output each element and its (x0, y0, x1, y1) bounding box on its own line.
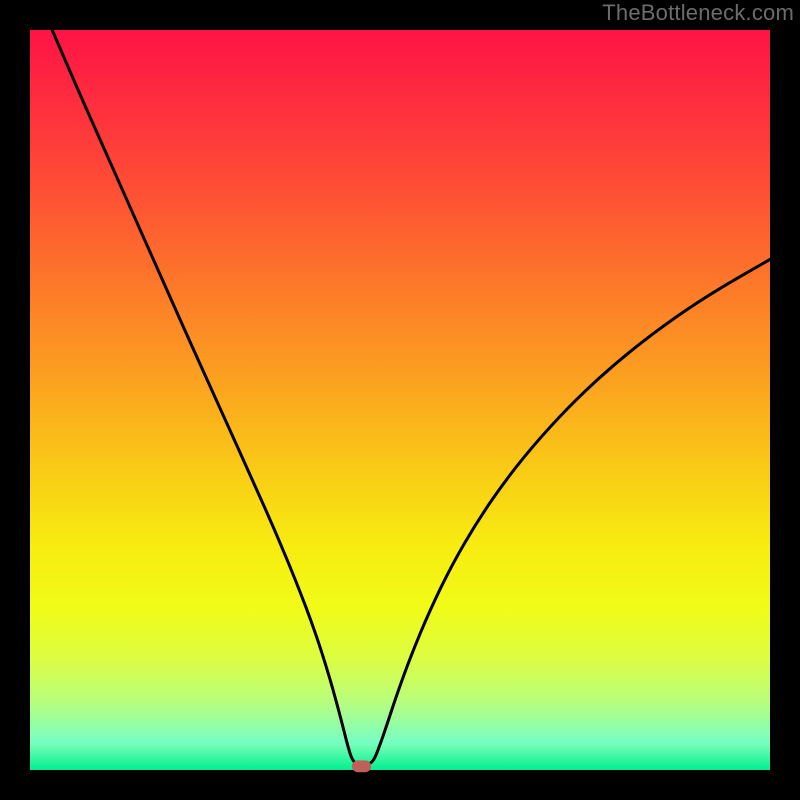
bottom-green-band (30, 744, 770, 770)
bottleneck-chart: TheBottleneck.com (0, 0, 800, 800)
watermark-text: TheBottleneck.com (602, 0, 794, 26)
plot-background (30, 30, 770, 770)
chart-svg (0, 0, 800, 800)
notch-marker (352, 760, 371, 772)
